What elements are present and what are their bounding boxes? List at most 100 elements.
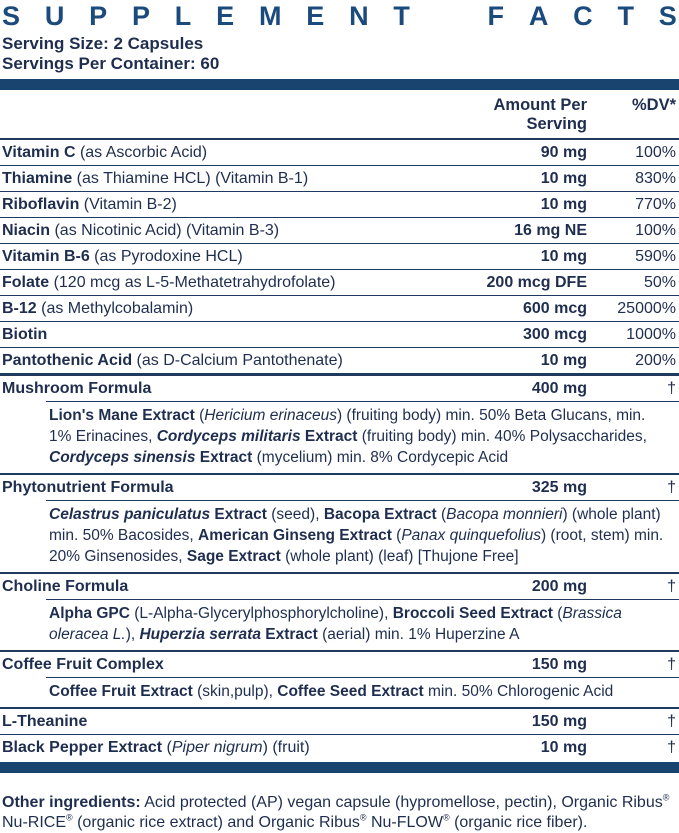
table-row: Niacin (as Nicotinic Acid) (Vitamin B-3)… xyxy=(0,218,679,243)
row-ingredient-name: Pantothenic Acid (as D-Calcium Pantothen… xyxy=(0,352,437,370)
row-ingredient-name: Vitamin C (as Ascorbic Acid) xyxy=(0,144,437,162)
row-amount: 200 mcg DFE xyxy=(486,274,587,291)
serving-info: Serving Size: 2 Capsules Servings Per Co… xyxy=(0,33,679,74)
row-ingredient-name: Mushroom Formula xyxy=(0,380,437,398)
row-amount: 10 mg xyxy=(540,170,587,187)
text-segment: ( xyxy=(436,506,447,523)
text-segment: Niacin xyxy=(2,222,51,239)
table-row: Vitamin B-6 (as Pyrodoxine HCL) 10 mg 590% xyxy=(0,244,679,269)
row-amount: 600 mcg xyxy=(522,300,587,317)
title-letter: T xyxy=(617,1,634,31)
row-daily-value: 830% xyxy=(635,170,676,187)
text-segment: (as Thiamine HCL) (Vitamin B-1) xyxy=(72,170,309,187)
nutrient-row: B-12 (as Methylcobalamin) 600 mcg 25000% xyxy=(0,296,679,322)
row-amount: 10 mg xyxy=(540,196,587,213)
text-segment: Hericium erinaceus xyxy=(204,407,337,424)
title-letter: M xyxy=(258,1,282,31)
text-segment: (as Methylcobalamin) xyxy=(36,300,194,317)
text-segment: Extract xyxy=(210,506,267,523)
text-segment: Celastrus paniculatus xyxy=(49,506,211,523)
text-segment: ( xyxy=(194,407,205,424)
row-daily-value: † xyxy=(667,713,676,730)
title-letter: S xyxy=(658,1,677,31)
formula-description: Lion's Mane Extract (Hericium erinaceus)… xyxy=(46,401,679,473)
text-segment: ( xyxy=(552,605,563,622)
row-daily-value: † xyxy=(667,380,676,397)
nutrient-row: Biotin 300 mcg 1000% xyxy=(0,322,679,348)
title-letter: T xyxy=(393,1,410,31)
row-amount: 10 mg xyxy=(540,739,587,756)
text-segment: Vitamin B-6 xyxy=(2,248,90,265)
text-segment: Mushroom Formula xyxy=(2,380,152,397)
text-segment: Vitamin C xyxy=(2,144,76,161)
text-segment: Phytonutrient Formula xyxy=(2,479,174,496)
row-ingredient-name: Phytonutrient Formula xyxy=(0,479,437,497)
table-row: Black Pepper Extract (Piper nigrum) (fru… xyxy=(0,735,679,760)
row-ingredient-name: Vitamin B-6 (as Pyrodoxine HCL) xyxy=(0,248,437,266)
text-segment: (organic rice fiber). xyxy=(449,814,588,831)
text-segment: Acid protected (AP) vegan capsule (hypro… xyxy=(140,794,663,811)
text-segment: (mycelium) min. 8% Cordycepic Acid xyxy=(252,449,509,466)
row-ingredient-name: Biotin xyxy=(0,326,437,344)
text-segment: Coffee Fruit Complex xyxy=(2,656,164,673)
text-segment: ) (fruiting body) min. 50% Beta Glucans,… xyxy=(49,407,646,445)
text-segment: ) (whole plant) min. 50% Bacosides, xyxy=(49,506,661,544)
text-segment: (aerial) min. 1% Huperzine A xyxy=(317,626,520,643)
nutrient-row: Black Pepper Extract (Piper nigrum) (fru… xyxy=(0,735,679,760)
text-segment: Thiamine xyxy=(2,170,73,187)
text-segment: (organic rice extract) and Organic Ribus xyxy=(72,814,360,831)
text-segment: Choline Formula xyxy=(2,578,129,595)
table-header-row: Amount Per Serving %DV* xyxy=(0,90,679,140)
formula-description: Celastrus paniculatus Extract (seed), Ba… xyxy=(46,500,679,572)
title-letter: A xyxy=(528,1,549,31)
title-letter: L xyxy=(174,1,192,31)
title-letter: F xyxy=(487,1,505,31)
text-segment: Nu-FLOW xyxy=(366,814,443,831)
table-row: L-Theanine 150 mg † xyxy=(0,709,679,734)
table-row: B-12 (as Methylcobalamin) 600 mcg 25000% xyxy=(0,296,679,321)
row-daily-value: † xyxy=(667,739,676,756)
text-segment: Extract xyxy=(260,626,318,643)
row-amount: 325 mg xyxy=(531,479,587,496)
text-segment: (120 mcg as L-5-Methatetrahydrofolate) xyxy=(49,274,336,291)
text-segment: Extract xyxy=(300,428,358,445)
text-segment: ) (fruit) xyxy=(262,739,310,756)
text-segment: (as Pyrodoxine HCL) xyxy=(89,248,243,265)
row-ingredient-name: Black Pepper Extract (Piper nigrum) (fru… xyxy=(0,739,437,757)
text-segment: ® xyxy=(442,812,450,823)
table-row: Riboflavin (Vitamin B-2) 10 mg 770% xyxy=(0,192,679,217)
text-segment: Coffee Seed Extract xyxy=(277,683,424,700)
table-bottom-bar xyxy=(0,762,679,773)
row-daily-value: 100% xyxy=(635,222,676,239)
row-amount: 150 mg xyxy=(531,713,587,730)
text-segment: Brassica oleracea L. xyxy=(49,605,622,643)
row-amount: 10 mg xyxy=(540,352,587,369)
row-amount: 400 mg xyxy=(531,380,587,397)
text-segment: Pantothenic Acid xyxy=(2,352,133,369)
text-segment: Broccoli Seed Extract xyxy=(392,605,553,622)
nutrient-row: Niacin (as Nicotinic Acid) (Vitamin B-3)… xyxy=(0,218,679,244)
nutrient-row: Vitamin B-6 (as Pyrodoxine HCL) 10 mg 590% xyxy=(0,244,679,270)
text-segment: (Vitamin B-2) xyxy=(79,196,177,213)
table-row: Coffee Fruit Complex 150 mg † xyxy=(0,652,679,677)
text-segment: (skin,pulp), xyxy=(192,683,278,700)
text-segment: Bacopa monnieri xyxy=(446,506,563,523)
nutrient-row: L-Theanine 150 mg † xyxy=(0,709,679,735)
percent-dv-header: %DV* xyxy=(631,96,676,114)
row-ingredient-name: Thiamine (as Thiamine HCL) (Vitamin B-1) xyxy=(0,170,437,188)
table-row: Vitamin C (as Ascorbic Acid) 90 mg 100% xyxy=(0,140,679,165)
text-segment: (fruiting body) min. 40% Polysaccharides… xyxy=(357,428,647,445)
text-segment: (L-Alpha-Glycerylphosphorylcholine), xyxy=(129,605,393,622)
text-segment: (as Ascorbic Acid) xyxy=(75,144,208,161)
text-segment: Extract xyxy=(195,449,253,466)
table-row: Biotin 300 mcg 1000% xyxy=(0,322,679,347)
text-segment: Biotin xyxy=(2,326,48,343)
row-amount: 200 mg xyxy=(531,578,587,595)
title-letter: E xyxy=(306,1,325,31)
text-segment: B-12 xyxy=(2,300,37,317)
text-segment: ® xyxy=(66,812,73,823)
text-segment: ), xyxy=(125,626,140,643)
row-daily-value: 1000% xyxy=(626,326,676,343)
text-segment: Other ingredients: xyxy=(2,794,141,811)
